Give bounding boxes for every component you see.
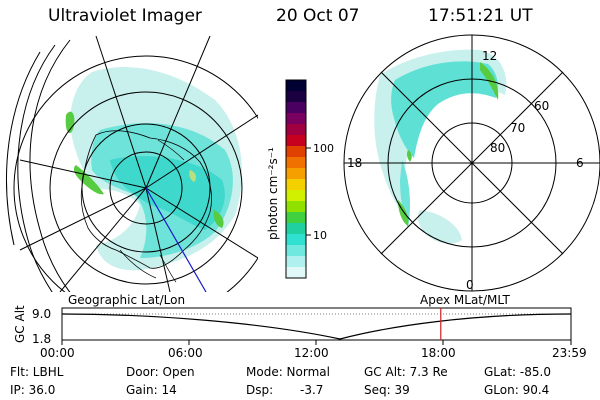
colorbar-band bbox=[286, 168, 306, 180]
colorbar-band bbox=[286, 267, 306, 279]
date-label: 20 Oct 07 bbox=[276, 6, 360, 26]
colorbar-band bbox=[286, 245, 306, 257]
mlt-label-0: 0 bbox=[466, 278, 474, 292]
glon-status: GLon: 90.4 bbox=[484, 383, 550, 397]
colorbar-band bbox=[286, 124, 306, 136]
colorbar-band bbox=[286, 146, 306, 158]
altitude-timeline: Geographic Lat/Lon Apex MLat/MLT GC Alt … bbox=[13, 293, 587, 360]
colorbar-band bbox=[286, 212, 306, 224]
magnetic-polar-plot: 12 18 6 0 60 70 80 bbox=[343, 34, 600, 292]
ytick-1-8: 1.8 bbox=[32, 332, 51, 346]
colorbar-gradient bbox=[286, 80, 306, 279]
colorbar-band bbox=[286, 234, 306, 246]
colorbar-band bbox=[286, 157, 306, 169]
door-status: Door: Open bbox=[126, 365, 195, 379]
aurora-emission-right bbox=[374, 49, 507, 244]
colorbar-band bbox=[286, 256, 306, 268]
gc-alt-status: GC Alt: 7.3 Re bbox=[364, 365, 448, 379]
mlt-label-12: 12 bbox=[482, 49, 497, 63]
seq-status: Seq: 39 bbox=[364, 383, 410, 397]
colorbar-tick-100: 100 bbox=[313, 142, 334, 155]
instrument-title: Ultraviolet Imager bbox=[48, 6, 202, 26]
dsp-value: -3.7 bbox=[300, 383, 324, 397]
filter-status: Flt: LBHL bbox=[10, 365, 64, 379]
gain-status: Gain: 14 bbox=[126, 383, 177, 397]
colorbar: 100 10 photon cm⁻²s⁻¹ bbox=[266, 79, 334, 279]
terminator-line bbox=[145, 187, 207, 292]
xtick-2359: 23:59 bbox=[552, 346, 587, 360]
mlt-label-6: 6 bbox=[576, 156, 584, 170]
colorbar-band bbox=[286, 201, 306, 213]
colorbar-band bbox=[286, 135, 306, 147]
xtick-0600: 06:00 bbox=[168, 346, 203, 360]
colorbar-band bbox=[286, 179, 306, 191]
aurora-emission-left bbox=[65, 67, 243, 271]
xtick-1200: 12:00 bbox=[294, 346, 329, 360]
colorbar-band bbox=[286, 102, 306, 114]
colorbar-band bbox=[286, 113, 306, 125]
colorbar-tick-10: 10 bbox=[313, 229, 327, 242]
dsp-label: Dsp: bbox=[246, 383, 274, 397]
timeline-right-label: Apex MLat/MLT bbox=[420, 293, 510, 307]
timeline-frame bbox=[61, 307, 572, 341]
coastline bbox=[80, 130, 212, 269]
mlt-label-18: 18 bbox=[347, 156, 362, 170]
colorbar-band bbox=[286, 80, 306, 92]
colorbar-band bbox=[286, 190, 306, 202]
lat-label-60: 60 bbox=[534, 99, 549, 113]
lat-label-70: 70 bbox=[510, 121, 525, 135]
time-label: 17:51:21 UT bbox=[428, 6, 533, 26]
magnetic-grid bbox=[343, 34, 600, 292]
mode-status: Mode: Normal bbox=[246, 365, 330, 379]
xtick-1800: 18:00 bbox=[421, 346, 456, 360]
ytick-9: 9.0 bbox=[32, 307, 51, 321]
xtick-0000: 00:00 bbox=[40, 346, 75, 360]
colorbar-band bbox=[286, 91, 306, 103]
timeline-left-label: Geographic Lat/Lon bbox=[68, 293, 185, 307]
colorbar-band bbox=[286, 223, 306, 235]
geo-grid bbox=[6, 35, 258, 292]
glat-status: GLat: -85.0 bbox=[484, 365, 551, 379]
lat-label-80: 80 bbox=[490, 141, 505, 155]
timeline-ylabel: GC Alt bbox=[13, 305, 27, 343]
altitude-curve bbox=[61, 313, 572, 340]
colorbar-label: photon cm⁻²s⁻¹ bbox=[266, 147, 280, 240]
ip-status: IP: 36.0 bbox=[10, 383, 56, 397]
geographic-map bbox=[6, 35, 258, 292]
